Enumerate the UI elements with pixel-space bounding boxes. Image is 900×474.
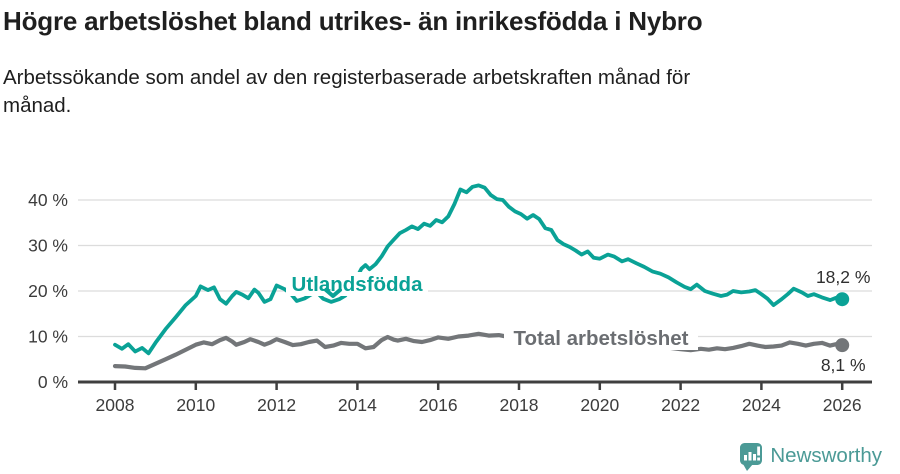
x-tick-label-2020: 2020 <box>580 395 619 415</box>
y-tick-label-30: 30 % <box>28 236 68 256</box>
x-tick-label-2026: 2026 <box>823 395 862 415</box>
end-dot-total-arbetsloshet <box>835 338 850 353</box>
label-mask-total-arbetsloshet <box>504 326 698 350</box>
label-chevron-down-icon <box>324 288 342 298</box>
newsworthy-brand: Newsworthy <box>739 440 882 472</box>
subtitle-line-2: månad. <box>3 93 72 117</box>
series-lines-group <box>112 183 845 371</box>
y-tick-label-20: 20 % <box>28 281 68 301</box>
x-tick-label-2008: 2008 <box>96 395 135 415</box>
x-tick-label-2012: 2012 <box>257 395 296 415</box>
y-tick-label-10: 10 % <box>28 327 68 347</box>
x-tick-label-2014: 2014 <box>338 395 377 415</box>
series-labels-group: Utlandsfödda Total arbetslöshet <box>286 272 698 350</box>
label-mask-utlandsfodda <box>286 272 428 296</box>
line-chart: 0 % 10 % 20 % 30 % 40 % 2008 2010 2012 2014 2016… <box>28 183 872 415</box>
y-tick-label-0: 0 % <box>38 372 68 392</box>
x-tick-label-2024: 2024 <box>742 395 781 415</box>
series-line-utlandsfodda <box>113 183 845 356</box>
x-axis-group: 2008 2010 2012 2014 2016 2018 2020 2022 2024 2026 <box>78 380 872 415</box>
end-markers-group: 18,2 % 8,1 % <box>816 267 870 375</box>
series-line-total-arbetsloshet <box>112 331 845 371</box>
chart-subtitle: Arbetssökande som andel av den registerb… <box>3 64 843 119</box>
end-value-label-total-arbetsloshet: 8,1 % <box>821 355 866 375</box>
newsworthy-logo-icon <box>740 443 763 471</box>
x-tick-label-2018: 2018 <box>500 395 539 415</box>
page-title: Högre arbetslöshet bland utrikes- än inr… <box>3 6 703 36</box>
end-dot-utlandsfodda <box>835 292 850 307</box>
subtitle-line-1: Arbetssökande som andel av den registerb… <box>3 66 691 89</box>
brand-wordmark: Newsworthy <box>770 444 882 467</box>
series-label-utlandsfodda: Utlandsfödda <box>292 273 424 296</box>
x-tick-label-2010: 2010 <box>176 395 215 415</box>
x-tick-label-2016: 2016 <box>419 395 458 415</box>
x-tick-label-2022: 2022 <box>661 395 700 415</box>
end-value-label-utlandsfodda: 18,2 % <box>816 267 870 287</box>
series-label-total-arbetsloshet: Total arbetslöshet <box>513 327 688 350</box>
y-tick-label-40: 40 % <box>28 190 68 210</box>
